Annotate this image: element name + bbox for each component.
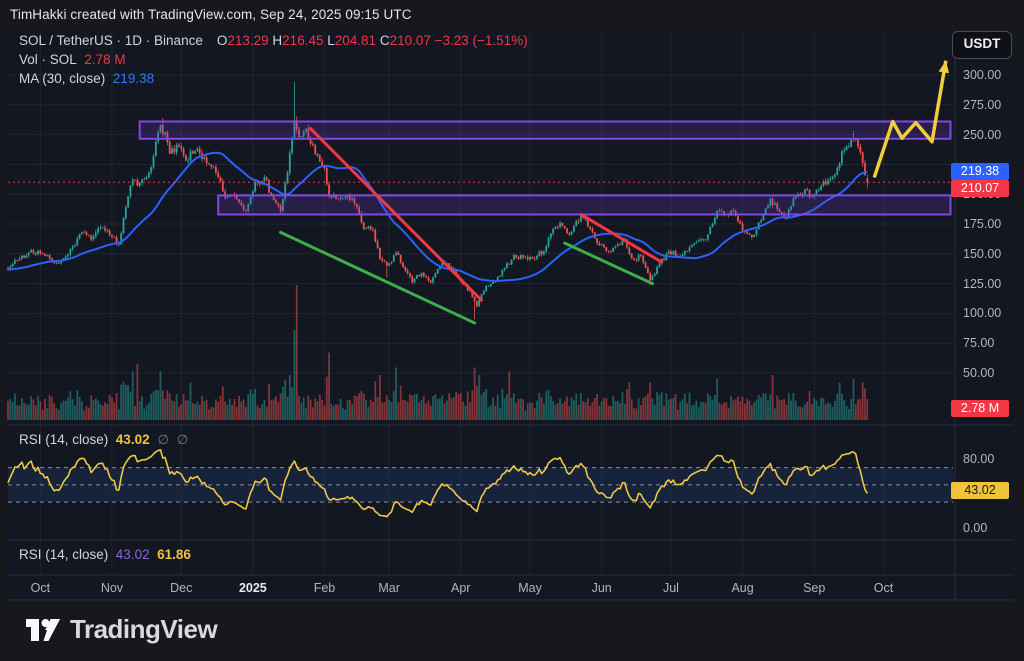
pane-separators bbox=[8, 30, 1014, 601]
rsi-tick-0.00: 0.00 bbox=[963, 521, 988, 535]
time-tick-2025[interactable]: 2025 bbox=[238, 581, 267, 595]
low-label: L bbox=[327, 33, 335, 48]
time-tick-Aug[interactable]: Aug bbox=[731, 581, 754, 595]
ma-value-badge: 219.38 bbox=[951, 162, 1009, 180]
high-value: 216.45 bbox=[282, 33, 324, 48]
symbol-legend: SOL / TetherUS · 1D · Binance O213.29 H21… bbox=[19, 33, 528, 48]
support-zone bbox=[217, 194, 952, 216]
ma-label: MA (30, close) bbox=[19, 71, 106, 86]
ma-30-line bbox=[7, 151, 868, 283]
rsi-value: 43.02 bbox=[115, 432, 150, 447]
close-label: C bbox=[379, 33, 390, 48]
price-tick-100.00: 100.00 bbox=[963, 306, 1002, 321]
volume-label: Vol · SOL bbox=[19, 52, 77, 67]
rsi-disabled-icon-2: ∅ bbox=[176, 432, 189, 447]
red-trendline bbox=[309, 127, 484, 302]
open-label: O bbox=[216, 33, 228, 48]
price-tick-250.00: 250.00 bbox=[963, 127, 1002, 142]
price-tick-50.00: 50.00 bbox=[963, 366, 995, 380]
tradingview-logo-icon bbox=[26, 618, 60, 641]
change-value: −3.23 (−1.51%) bbox=[434, 33, 528, 48]
last-price-badge: 210.07 bbox=[951, 179, 1009, 197]
tradingview-logo[interactable]: TradingView bbox=[26, 614, 218, 645]
volume-legend: Vol · SOL 2.78 M bbox=[19, 52, 126, 67]
low-value: 204.81 bbox=[334, 33, 377, 48]
rsi-tick-80.00: 80.00 bbox=[963, 452, 995, 466]
symbol-title: SOL / TetherUS · 1D · Binance bbox=[19, 33, 203, 48]
price-tick-175.00: 175.00 bbox=[963, 217, 1002, 231]
price-tick-275.00: 275.00 bbox=[963, 97, 1002, 112]
close-value: 210.07 bbox=[389, 33, 431, 48]
price-tick-300.00: 300.00 bbox=[963, 68, 1002, 82]
rsi-pane-layer bbox=[7, 448, 953, 518]
currency-toggle-button[interactable]: USDT bbox=[952, 31, 1012, 59]
rsi-label: RSI (14, close) bbox=[19, 432, 109, 447]
rsi2-legend: RSI (14, close) 43.02 61.86 bbox=[19, 547, 191, 562]
resistance-zone bbox=[138, 120, 952, 140]
time-tick-Feb[interactable]: Feb bbox=[313, 581, 336, 595]
rsi2-value-1: 43.02 bbox=[115, 547, 150, 562]
time-tick-Sep[interactable]: Sep bbox=[803, 581, 826, 595]
rsi2-label: RSI (14, close) bbox=[19, 547, 109, 562]
time-tick-Oct[interactable]: Oct bbox=[30, 581, 51, 595]
ma-legend: MA (30, close) 219.38 bbox=[19, 71, 154, 86]
projection-arrow bbox=[872, 60, 948, 179]
time-tick-Nov[interactable]: Nov bbox=[100, 581, 124, 595]
rsi-value-badge: 43.02 bbox=[951, 482, 1009, 500]
rsi2-value-2: 61.86 bbox=[157, 547, 191, 562]
rsi-legend: RSI (14, close) 43.02 ∅ ∅ bbox=[19, 432, 188, 448]
green-trendline bbox=[279, 230, 477, 325]
rsi-line bbox=[7, 448, 869, 518]
green-trendline bbox=[563, 241, 654, 286]
high-label: H bbox=[272, 33, 283, 48]
open-value: 213.29 bbox=[227, 33, 269, 48]
price-tick-125.00: 125.00 bbox=[963, 276, 1002, 291]
time-tick-Jul[interactable]: Jul bbox=[662, 581, 679, 595]
time-tick-Oct[interactable]: Oct bbox=[873, 581, 894, 595]
rsi-disabled-icon-1: ∅ bbox=[157, 432, 169, 447]
volume-value: 2.78 M bbox=[84, 52, 126, 67]
time-tick-May[interactable]: May bbox=[518, 581, 542, 595]
price-tick-150.00: 150.00 bbox=[963, 246, 1002, 261]
volume-bars-layer bbox=[7, 285, 869, 420]
projection-arrow-head bbox=[938, 60, 950, 74]
time-tick-Mar[interactable]: Mar bbox=[378, 581, 400, 595]
ma-value: 219.38 bbox=[112, 71, 155, 86]
time-tick-Apr[interactable]: Apr bbox=[451, 581, 471, 595]
attribution-text: TimHakki created with TradingView.com, S… bbox=[10, 7, 412, 22]
ma-line-layer bbox=[7, 151, 868, 283]
time-tick-Dec[interactable]: Dec bbox=[170, 581, 193, 595]
price-tick-75.00: 75.00 bbox=[963, 336, 995, 351]
tradingview-logo-text: TradingView bbox=[70, 614, 218, 644]
time-tick-Jun[interactable]: Jun bbox=[591, 581, 612, 595]
red-trendline bbox=[579, 212, 664, 264]
chart-widget-background bbox=[8, 30, 1014, 600]
volume-value-badge: 2.78 M bbox=[951, 400, 1009, 417]
drawings-layer bbox=[8, 60, 953, 325]
